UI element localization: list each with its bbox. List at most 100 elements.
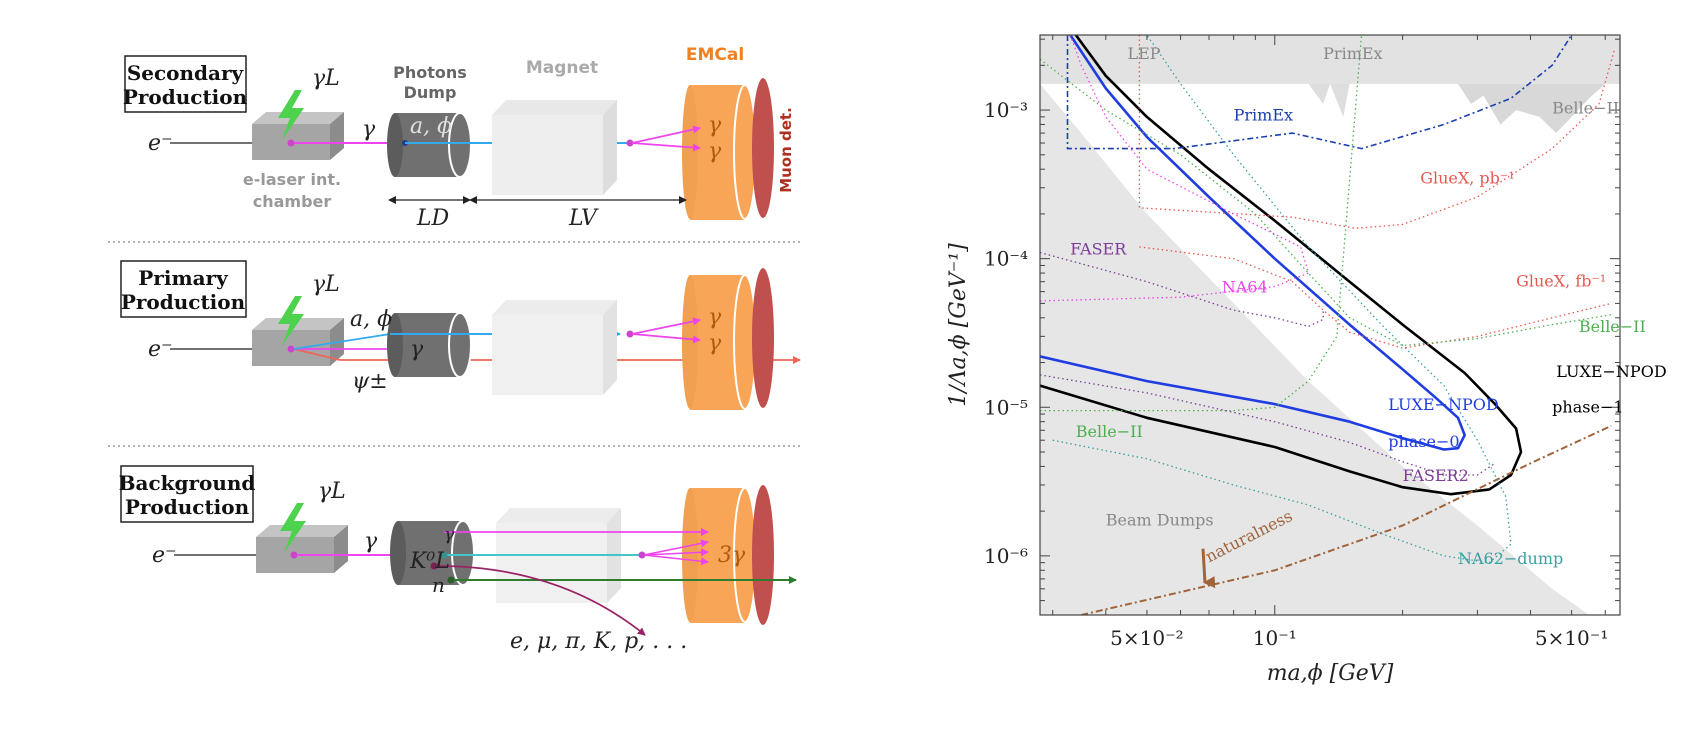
curve-label-phase-1: phase−1	[1552, 398, 1623, 417]
lv-label: LV	[568, 206, 599, 231]
laser-bolt-icon	[280, 503, 306, 553]
curve-label-luxe-npod: LUXE−NPOD	[1388, 395, 1498, 414]
curve-label-beam-dumps: Beam Dumps	[1106, 511, 1214, 530]
alp-label: a, ϕ	[350, 307, 392, 332]
schematic-diagram: Secondary Production e⁻ γL γ e-laser int…	[108, 45, 801, 654]
panel-primary: Primary Production e⁻ γL a, ϕ γ	[120, 260, 801, 410]
decay-point	[626, 330, 634, 338]
curve-label-faser: FASER	[1070, 239, 1127, 258]
curve-faser	[1040, 251, 1324, 328]
y-tick-label: 10⁻⁴	[984, 247, 1028, 271]
electron-label: e⁻	[148, 131, 173, 156]
emcal-label: EMCal	[686, 45, 744, 65]
interaction-point	[287, 139, 295, 147]
y-tick-label: 10⁻³	[984, 98, 1028, 122]
laser-bolt-icon	[278, 296, 304, 346]
gamma-label-2: γ	[708, 139, 722, 164]
region-lep	[1040, 35, 1620, 84]
klong-point	[440, 551, 448, 559]
region-belle-ii	[1458, 83, 1606, 134]
region-beam-dumps	[1040, 83, 1590, 615]
curve-na62-dump	[1052, 35, 1512, 564]
title-line1: Secondary	[127, 61, 245, 85]
psi-label: ψ±	[352, 369, 388, 394]
plot-frame	[1039, 34, 1621, 616]
curve-label-lep: LEP	[1128, 44, 1161, 63]
curve-gluex-fb	[1139, 246, 1612, 349]
curve-label-gluex-pb: GlueX, pb⁻¹	[1420, 169, 1515, 188]
curve-label-belle-ii: Belle−II	[1076, 422, 1143, 441]
curve-gluex-pb	[1138, 35, 1615, 229]
magnet	[492, 100, 617, 195]
curve-belle-ii	[1040, 35, 1363, 412]
psi-line	[293, 348, 341, 361]
interaction-point	[290, 551, 298, 559]
curve-belle-ii	[1040, 58, 1612, 347]
naturalness-arrow	[1201, 548, 1216, 589]
chamber-label-line2: chamber	[253, 192, 332, 211]
magnet	[496, 508, 621, 603]
y-axis-label: 1/Λa,ϕ [GeV⁻¹]	[946, 243, 971, 407]
dump-label-line1: Photons	[393, 63, 467, 82]
photon-label: γ	[364, 529, 378, 554]
kl-label: K⁰L	[409, 549, 450, 574]
alp-label: a, ϕ	[410, 114, 452, 139]
title-line2: Production	[125, 495, 250, 519]
muon-label: Muon det.	[777, 107, 795, 193]
curve-label-phase-0: phase−0	[1388, 432, 1459, 451]
magnet-label: Magnet	[526, 58, 598, 78]
electron-label: e⁻	[152, 543, 177, 568]
title-box	[120, 260, 247, 318]
photon-label: γ	[362, 117, 376, 142]
curve-label-faser2: FASER2	[1403, 466, 1469, 485]
emcal	[682, 84, 757, 220]
interaction-point	[287, 345, 295, 353]
curve-primex	[1066, 35, 1573, 150]
gamma-l-label: γL	[312, 272, 340, 297]
decay-photon-2	[643, 548, 709, 557]
decay-photon-2	[631, 333, 701, 344]
title-box	[120, 465, 254, 523]
title-box	[124, 55, 247, 113]
y-tick-label: 10⁻⁶	[984, 544, 1028, 568]
curve-label-belle-ii: Belle−II	[1579, 317, 1646, 336]
y-tick-label: 10⁻⁵	[984, 395, 1028, 419]
three-gamma-label: 3γ	[718, 543, 746, 568]
curve-luxe-npod-phase-1	[1040, 35, 1523, 496]
curve-label-belle-ii: Belle−II	[1552, 98, 1619, 117]
curve-luxe-npod-phase-0	[1040, 35, 1466, 451]
curve-label-gluex-fb: GlueX, fb⁻¹	[1516, 271, 1606, 290]
neutron-point	[447, 576, 455, 584]
photon-dump	[387, 312, 472, 378]
muon-detector	[752, 268, 774, 408]
other-point	[430, 562, 438, 570]
neutron-label: n	[432, 573, 445, 597]
x-tick-label: 10⁻¹	[1253, 626, 1297, 650]
curve-label-na64: NA64	[1222, 278, 1268, 297]
curve-label-luxe-npod: LUXE−NPOD	[1556, 362, 1666, 381]
title-line1: Primary	[138, 266, 229, 290]
title-line2: Production	[121, 290, 246, 314]
products-label: e, μ, π, K, p, . . .	[510, 629, 687, 654]
electron-label: e⁻	[148, 337, 173, 362]
title-line1: Background	[119, 471, 256, 495]
emcal	[682, 487, 757, 623]
gamma-label-1: γ	[708, 113, 722, 138]
curve-naturalness	[1080, 424, 1612, 615]
dump-label-line2: Dump	[404, 83, 457, 102]
region-primex	[1308, 83, 1350, 117]
photon-label: γ	[410, 337, 424, 362]
panel-secondary: Secondary Production e⁻ γL γ e-laser int…	[123, 45, 795, 231]
gamma-l-label: γL	[312, 66, 340, 91]
x-tick-label: 5×10⁻¹	[1535, 626, 1609, 650]
curve-label-primex: PrimEx	[1234, 106, 1293, 125]
ld-label: LD	[416, 206, 450, 231]
laser-bolt-icon	[278, 90, 304, 140]
gamma-label-2: γ	[708, 331, 722, 356]
decay-point	[638, 551, 646, 559]
decay-photon-3	[643, 554, 709, 566]
muon-detector	[752, 78, 774, 218]
gamma-l-label: γL	[318, 479, 346, 504]
decay-photon-1	[631, 125, 701, 144]
muon-detector	[752, 485, 774, 625]
